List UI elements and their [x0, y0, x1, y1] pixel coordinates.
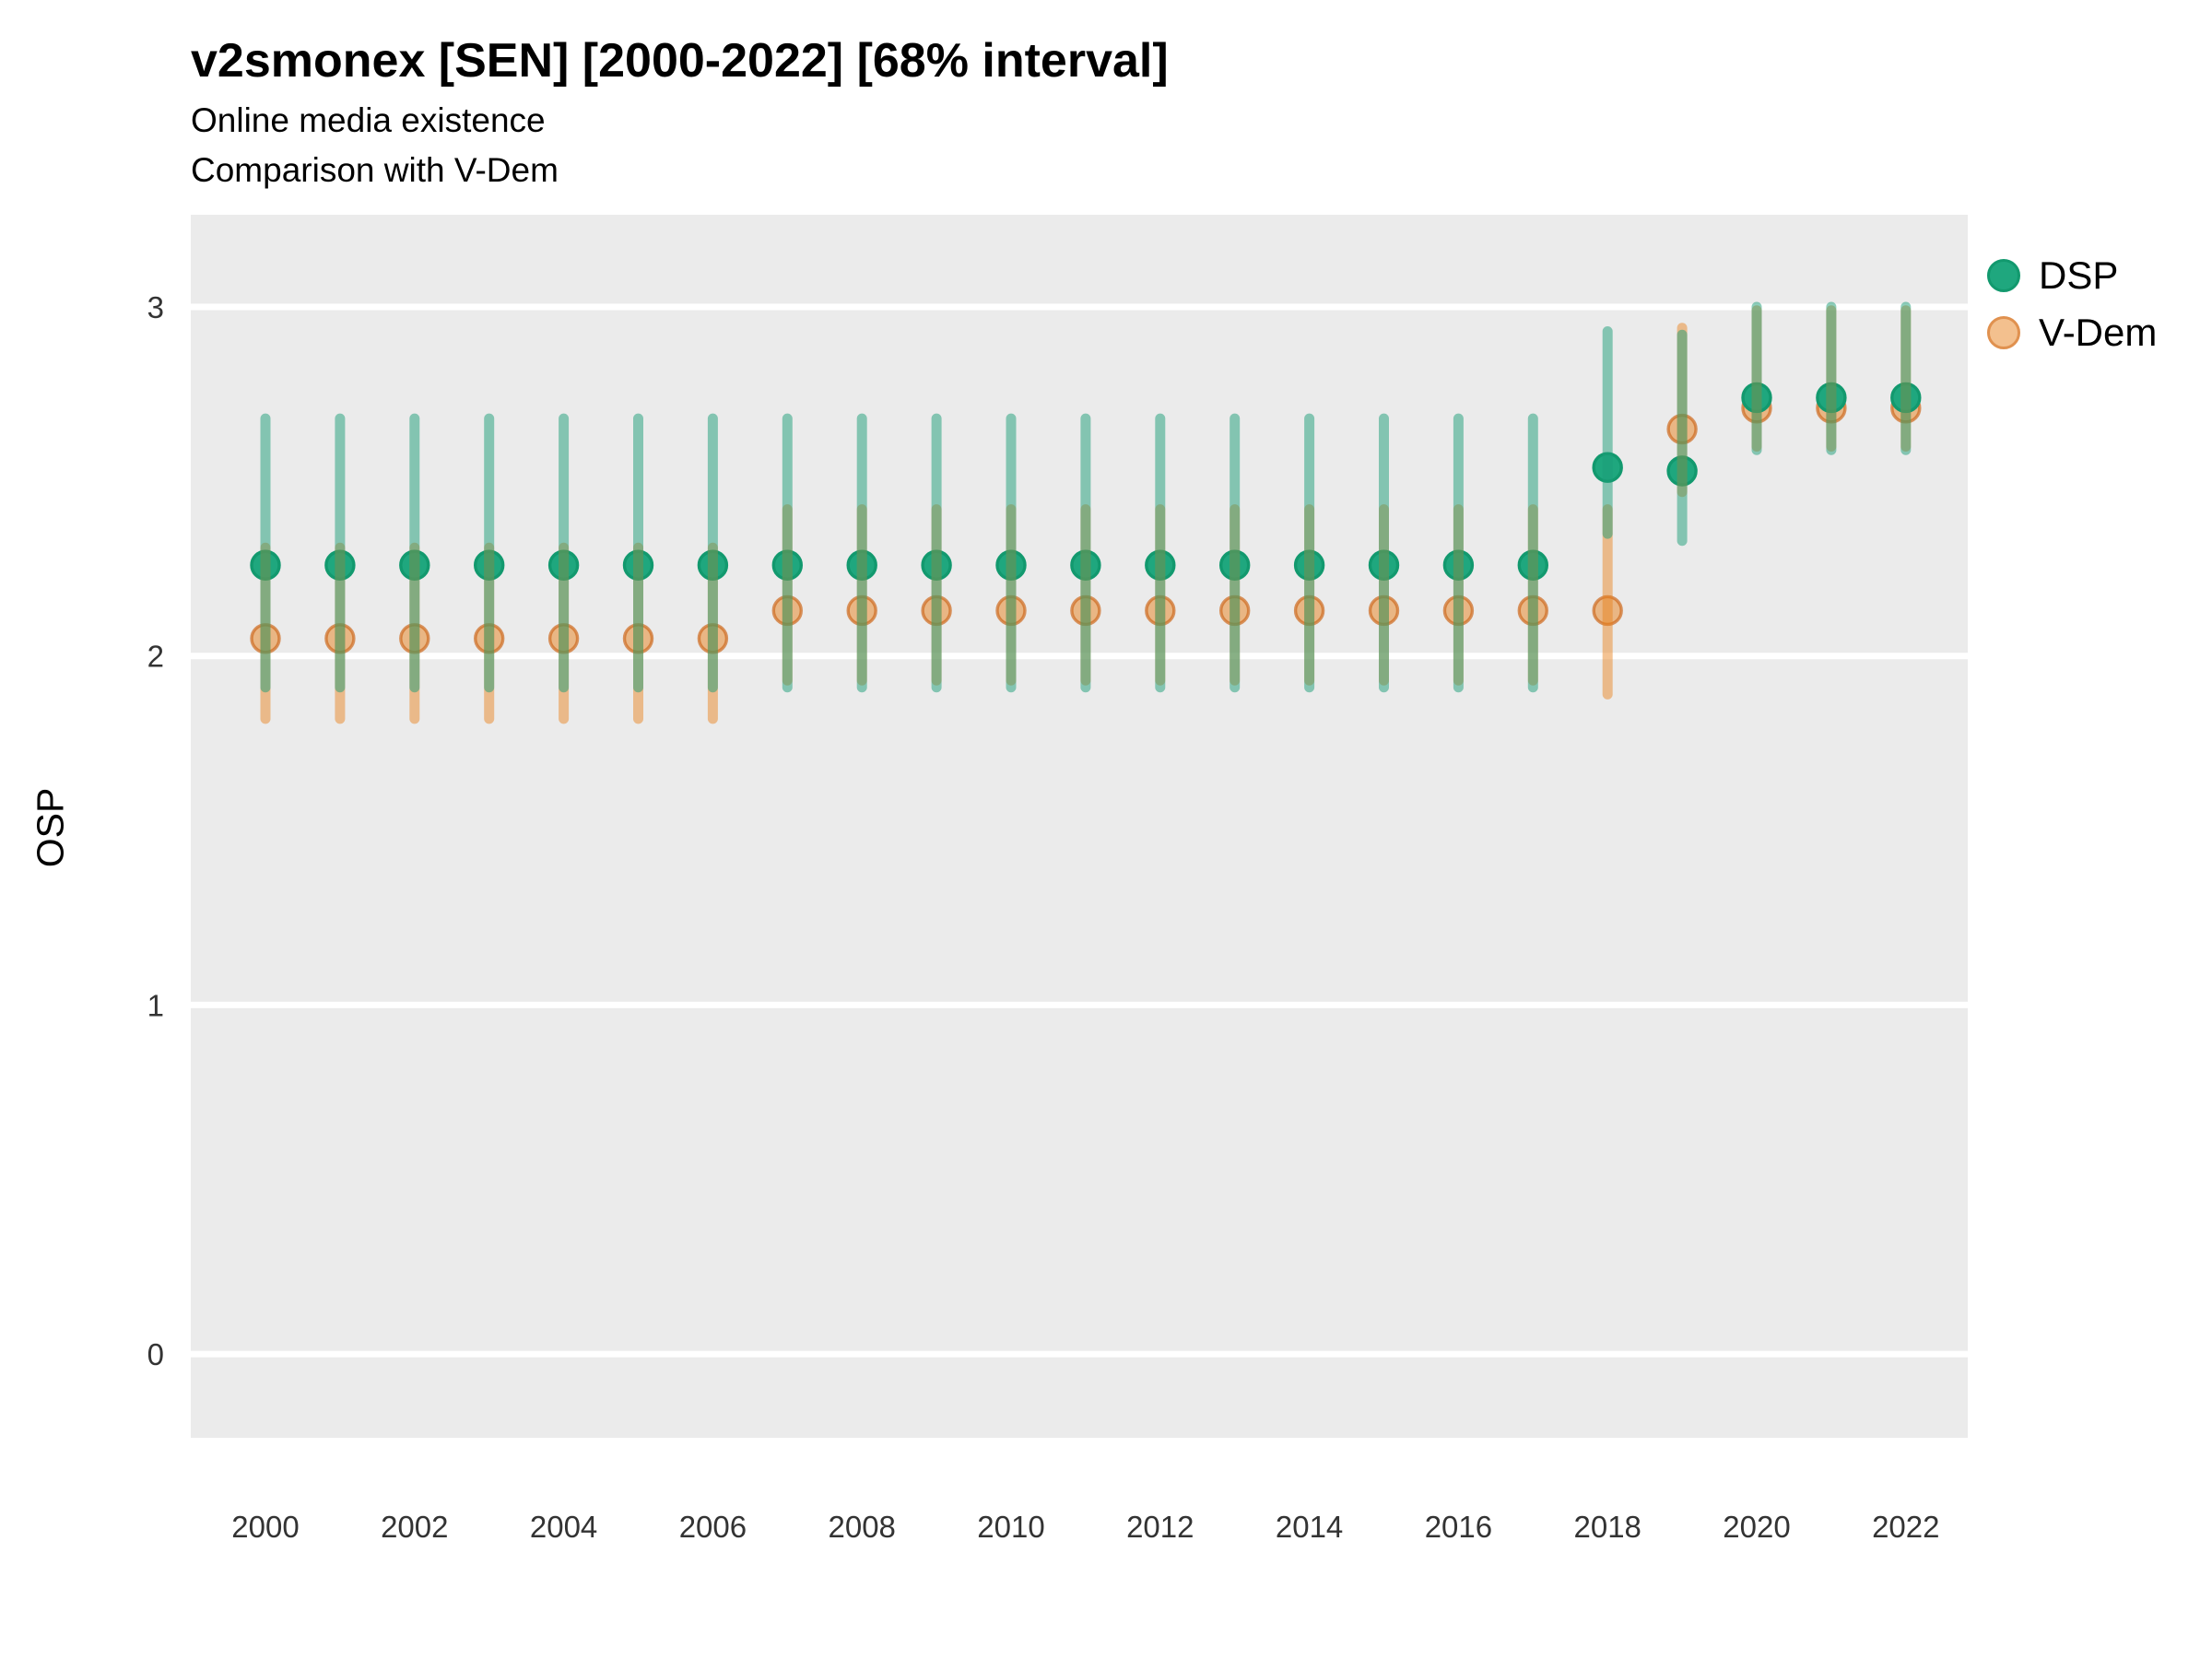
legend: DSP V-Dem	[1987, 247, 2157, 361]
x-tick-label-2022: 2022	[1872, 1510, 1939, 1544]
dsp-legend-dot-icon	[1987, 259, 2020, 292]
x-tick-label-2008: 2008	[828, 1510, 895, 1544]
x-tick-label-2002: 2002	[381, 1510, 448, 1544]
legend-item-dsp: DSP	[1987, 247, 2157, 304]
x-tick-label-2018: 2018	[1573, 1510, 1641, 1544]
legend-label-vdem: V-Dem	[2039, 311, 2158, 354]
x-tick-label-2012: 2012	[1126, 1510, 1194, 1544]
legend-label-dsp: DSP	[2039, 253, 2119, 297]
chart-subtitle-1: Online media existence	[191, 101, 546, 139]
panel-background	[191, 215, 1968, 1438]
legend-item-vdem: V-Dem	[1987, 304, 2157, 361]
y-tick-label-1: 1	[147, 988, 164, 1022]
vdem-legend-dot-icon	[1987, 316, 2020, 349]
x-tick-label-2020: 2020	[1723, 1510, 1790, 1544]
x-tick-label-2000: 2000	[231, 1510, 299, 1544]
x-tick-label-2016: 2016	[1425, 1510, 1492, 1544]
vdem-point-2018	[1592, 594, 1623, 627]
x-tick-label-2004: 2004	[530, 1510, 597, 1544]
y-tick-label-0: 0	[147, 1337, 164, 1371]
x-tick-label-2014: 2014	[1276, 1510, 1343, 1544]
chart-title: v2smonex [SEN] [2000-2022] [68% interval…	[191, 34, 1169, 88]
chart-subtitle-2: Comparison with V-Dem	[191, 151, 559, 189]
y-tick-label-2: 2	[147, 640, 164, 674]
x-tick-label-2006: 2006	[679, 1510, 747, 1544]
x-tick-label-2010: 2010	[977, 1510, 1044, 1544]
y-tick-label-3: 3	[147, 290, 164, 324]
